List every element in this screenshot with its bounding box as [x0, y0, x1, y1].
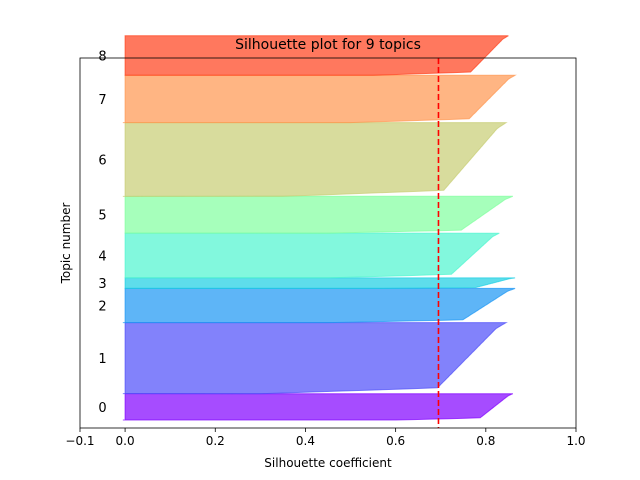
chart-title: Silhouette plot for 9 topics — [235, 37, 421, 53]
x-tick-label: 0.0 — [116, 434, 135, 448]
topic-label-5: 5 — [98, 209, 106, 224]
y-axis-label: Topic number — [59, 203, 73, 285]
topic-label-2: 2 — [98, 300, 106, 315]
silhouette-band-4 — [124, 232, 500, 279]
x-axis-ticks: −0.1 0.0 0.2 0.4 0.6 0.8 1.0 — [65, 428, 586, 448]
topic-label-8: 8 — [98, 50, 106, 65]
x-tick-label: 0.4 — [296, 434, 315, 448]
topic-label-6: 6 — [98, 154, 106, 169]
silhouette-band-3 — [124, 277, 516, 289]
silhouette-band-1 — [122, 322, 508, 395]
plot-frame — [79, 57, 577, 429]
x-tick-label: 0.2 — [206, 434, 225, 448]
silhouette-band-6 — [122, 122, 508, 197]
topic-label-4: 4 — [98, 250, 106, 265]
x-axis-label: Silhouette coefficient — [264, 456, 392, 470]
silhouette-band-0 — [122, 393, 514, 421]
silhouette-band-8 — [124, 35, 509, 76]
x-tick-label: 1.0 — [566, 434, 585, 448]
topic-label-3: 3 — [98, 277, 106, 292]
topic-label-0: 0 — [98, 401, 106, 416]
topic-label-7: 7 — [98, 93, 106, 108]
topic-label-1: 1 — [98, 352, 106, 367]
x-tick-label: 0.6 — [386, 434, 405, 448]
x-tick-label: −0.1 — [65, 434, 94, 448]
silhouette-band-2 — [122, 287, 516, 324]
topic-labels: 0 1 2 3 4 5 6 7 8 — [98, 50, 106, 416]
silhouette-band-7 — [122, 74, 517, 124]
x-tick-label: 0.8 — [476, 434, 495, 448]
silhouette-band-5 — [124, 195, 514, 234]
silhouette-bands — [122, 35, 517, 421]
